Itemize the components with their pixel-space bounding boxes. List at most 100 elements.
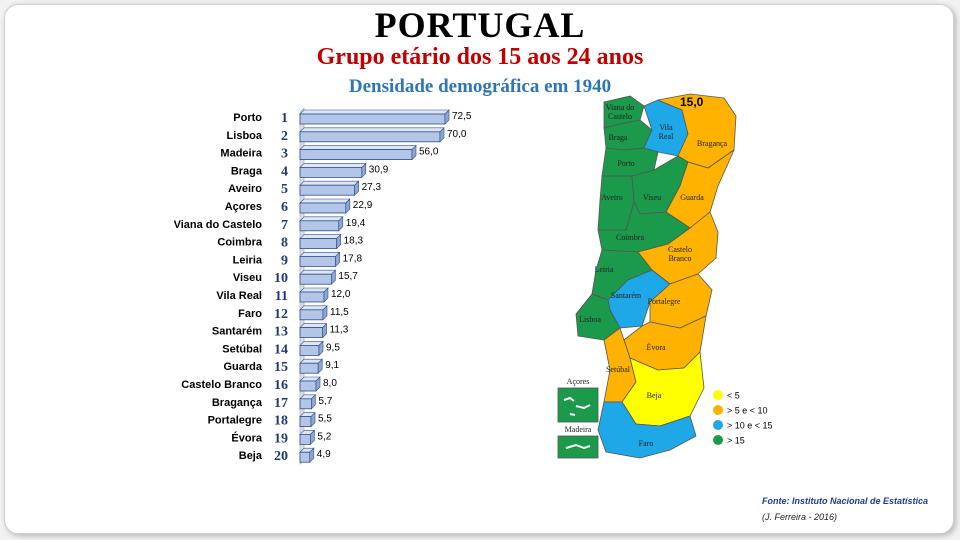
bar-top xyxy=(299,163,367,168)
bar-group: 12,0 xyxy=(299,287,351,303)
bar-value-label: 9,5 xyxy=(326,342,340,353)
bar xyxy=(299,113,446,125)
map-reference-value: 15,0 xyxy=(680,95,704,109)
district-label: Évora xyxy=(646,342,666,352)
category-label: Viana do Castelo xyxy=(174,219,263,231)
bar xyxy=(299,149,413,161)
bar xyxy=(299,202,347,214)
bar-value-label: 30,9 xyxy=(369,164,389,175)
rank-label: 18 xyxy=(274,414,288,429)
bar-side xyxy=(322,322,327,339)
bar-group: 30,9 xyxy=(299,162,389,179)
category-label: Porto xyxy=(233,112,262,124)
bar-value-label: 27,3 xyxy=(362,182,382,193)
bar-side xyxy=(323,287,329,303)
category-label: Madeira xyxy=(220,148,262,160)
bar xyxy=(299,327,324,339)
district-label: Leiria xyxy=(594,265,614,274)
bar-value-label: 18,3 xyxy=(344,236,364,247)
legend-label: > 10 e < 15 xyxy=(727,421,773,431)
district-label: Porto xyxy=(617,159,634,168)
bar-side xyxy=(336,233,341,250)
bar-top xyxy=(299,127,445,133)
bar-group: 15,7 xyxy=(299,269,358,285)
bar-value-label: 22,9 xyxy=(353,200,373,211)
bar-top xyxy=(299,252,341,257)
legend-label: < 5 xyxy=(727,391,740,401)
bar-group: 18,3 xyxy=(299,233,364,250)
bar-group: 5,5 xyxy=(299,411,332,428)
bar-group: 4,9 xyxy=(299,447,331,463)
district-label: Vila Real xyxy=(659,123,674,141)
bar-value-label: 9,1 xyxy=(325,360,339,371)
bar-value-label: 5,7 xyxy=(318,396,332,407)
rank-label: 8 xyxy=(281,236,288,251)
bar-top xyxy=(299,145,417,150)
bar-value-label: 8,0 xyxy=(323,378,337,389)
bar-group: 9,1 xyxy=(299,358,340,374)
bar-top xyxy=(299,234,342,239)
category-label: Santarém xyxy=(212,326,262,338)
category-label: Viseu xyxy=(233,272,262,284)
bar xyxy=(299,362,319,374)
island-shape xyxy=(563,396,591,416)
bar-value-label: 4,9 xyxy=(317,449,331,460)
bar-value-label: 11,3 xyxy=(330,325,349,336)
bar-group: 22,9 xyxy=(299,198,373,214)
bar-side xyxy=(411,144,417,161)
bar-group: 11,3 xyxy=(299,322,349,339)
category-label: Guarda xyxy=(223,361,262,373)
bar-value-label: 5,5 xyxy=(318,414,332,425)
bar-top xyxy=(299,180,360,186)
bar-side xyxy=(310,429,315,446)
bar-top xyxy=(299,198,351,204)
bar xyxy=(299,238,337,250)
bar xyxy=(299,416,312,428)
rank-label: 5 xyxy=(281,182,288,197)
chart-axis-wall xyxy=(299,107,305,465)
bar-value-label: 11,5 xyxy=(330,307,349,318)
legend-swatch xyxy=(713,435,723,445)
bar-side xyxy=(317,358,323,374)
rank-label: 12 xyxy=(274,307,288,322)
bar xyxy=(299,433,311,445)
island-inset xyxy=(557,435,599,459)
bar xyxy=(299,380,317,392)
island-shape xyxy=(565,443,591,450)
bar-value-label: 72,5 xyxy=(452,111,472,122)
rank-label: 7 xyxy=(281,218,288,233)
legend-swatch xyxy=(713,420,723,430)
bar-side xyxy=(309,447,315,463)
district-label: Viana do Castelo xyxy=(606,103,635,121)
bar-side xyxy=(345,198,351,214)
rank-label: 13 xyxy=(274,325,288,340)
bar-side xyxy=(439,127,445,143)
bar-group: 72,5 xyxy=(299,109,472,125)
island-label: Madeira xyxy=(565,425,592,434)
bar-value-label: 19,4 xyxy=(346,218,366,229)
page-title: PORTUGAL xyxy=(374,5,586,45)
bar xyxy=(299,220,340,232)
category-label: Setúbal xyxy=(222,343,262,355)
bar-top xyxy=(299,269,337,275)
bar xyxy=(299,131,441,143)
rank-label: 2 xyxy=(281,129,288,144)
rank-label: 4 xyxy=(281,164,288,179)
category-label: Beja xyxy=(239,450,263,462)
bar-group: 27,3 xyxy=(299,180,382,196)
bar-side xyxy=(311,394,316,410)
slide-card xyxy=(4,4,954,534)
bar-side xyxy=(444,109,450,125)
bar xyxy=(299,166,363,178)
district-label: Beja xyxy=(647,391,662,400)
rank-label: 9 xyxy=(281,253,288,268)
category-label: Coimbra xyxy=(217,237,263,249)
rank-label: 11 xyxy=(275,289,288,304)
bar xyxy=(299,291,325,303)
source-note: Fonte: Instituto Nacional de Estatística xyxy=(762,496,929,506)
district-label: Portalegre xyxy=(648,297,681,306)
district-label: Bragança xyxy=(697,139,728,148)
bar xyxy=(299,451,311,463)
rank-label: 6 xyxy=(281,200,288,215)
bar-side xyxy=(322,305,328,321)
